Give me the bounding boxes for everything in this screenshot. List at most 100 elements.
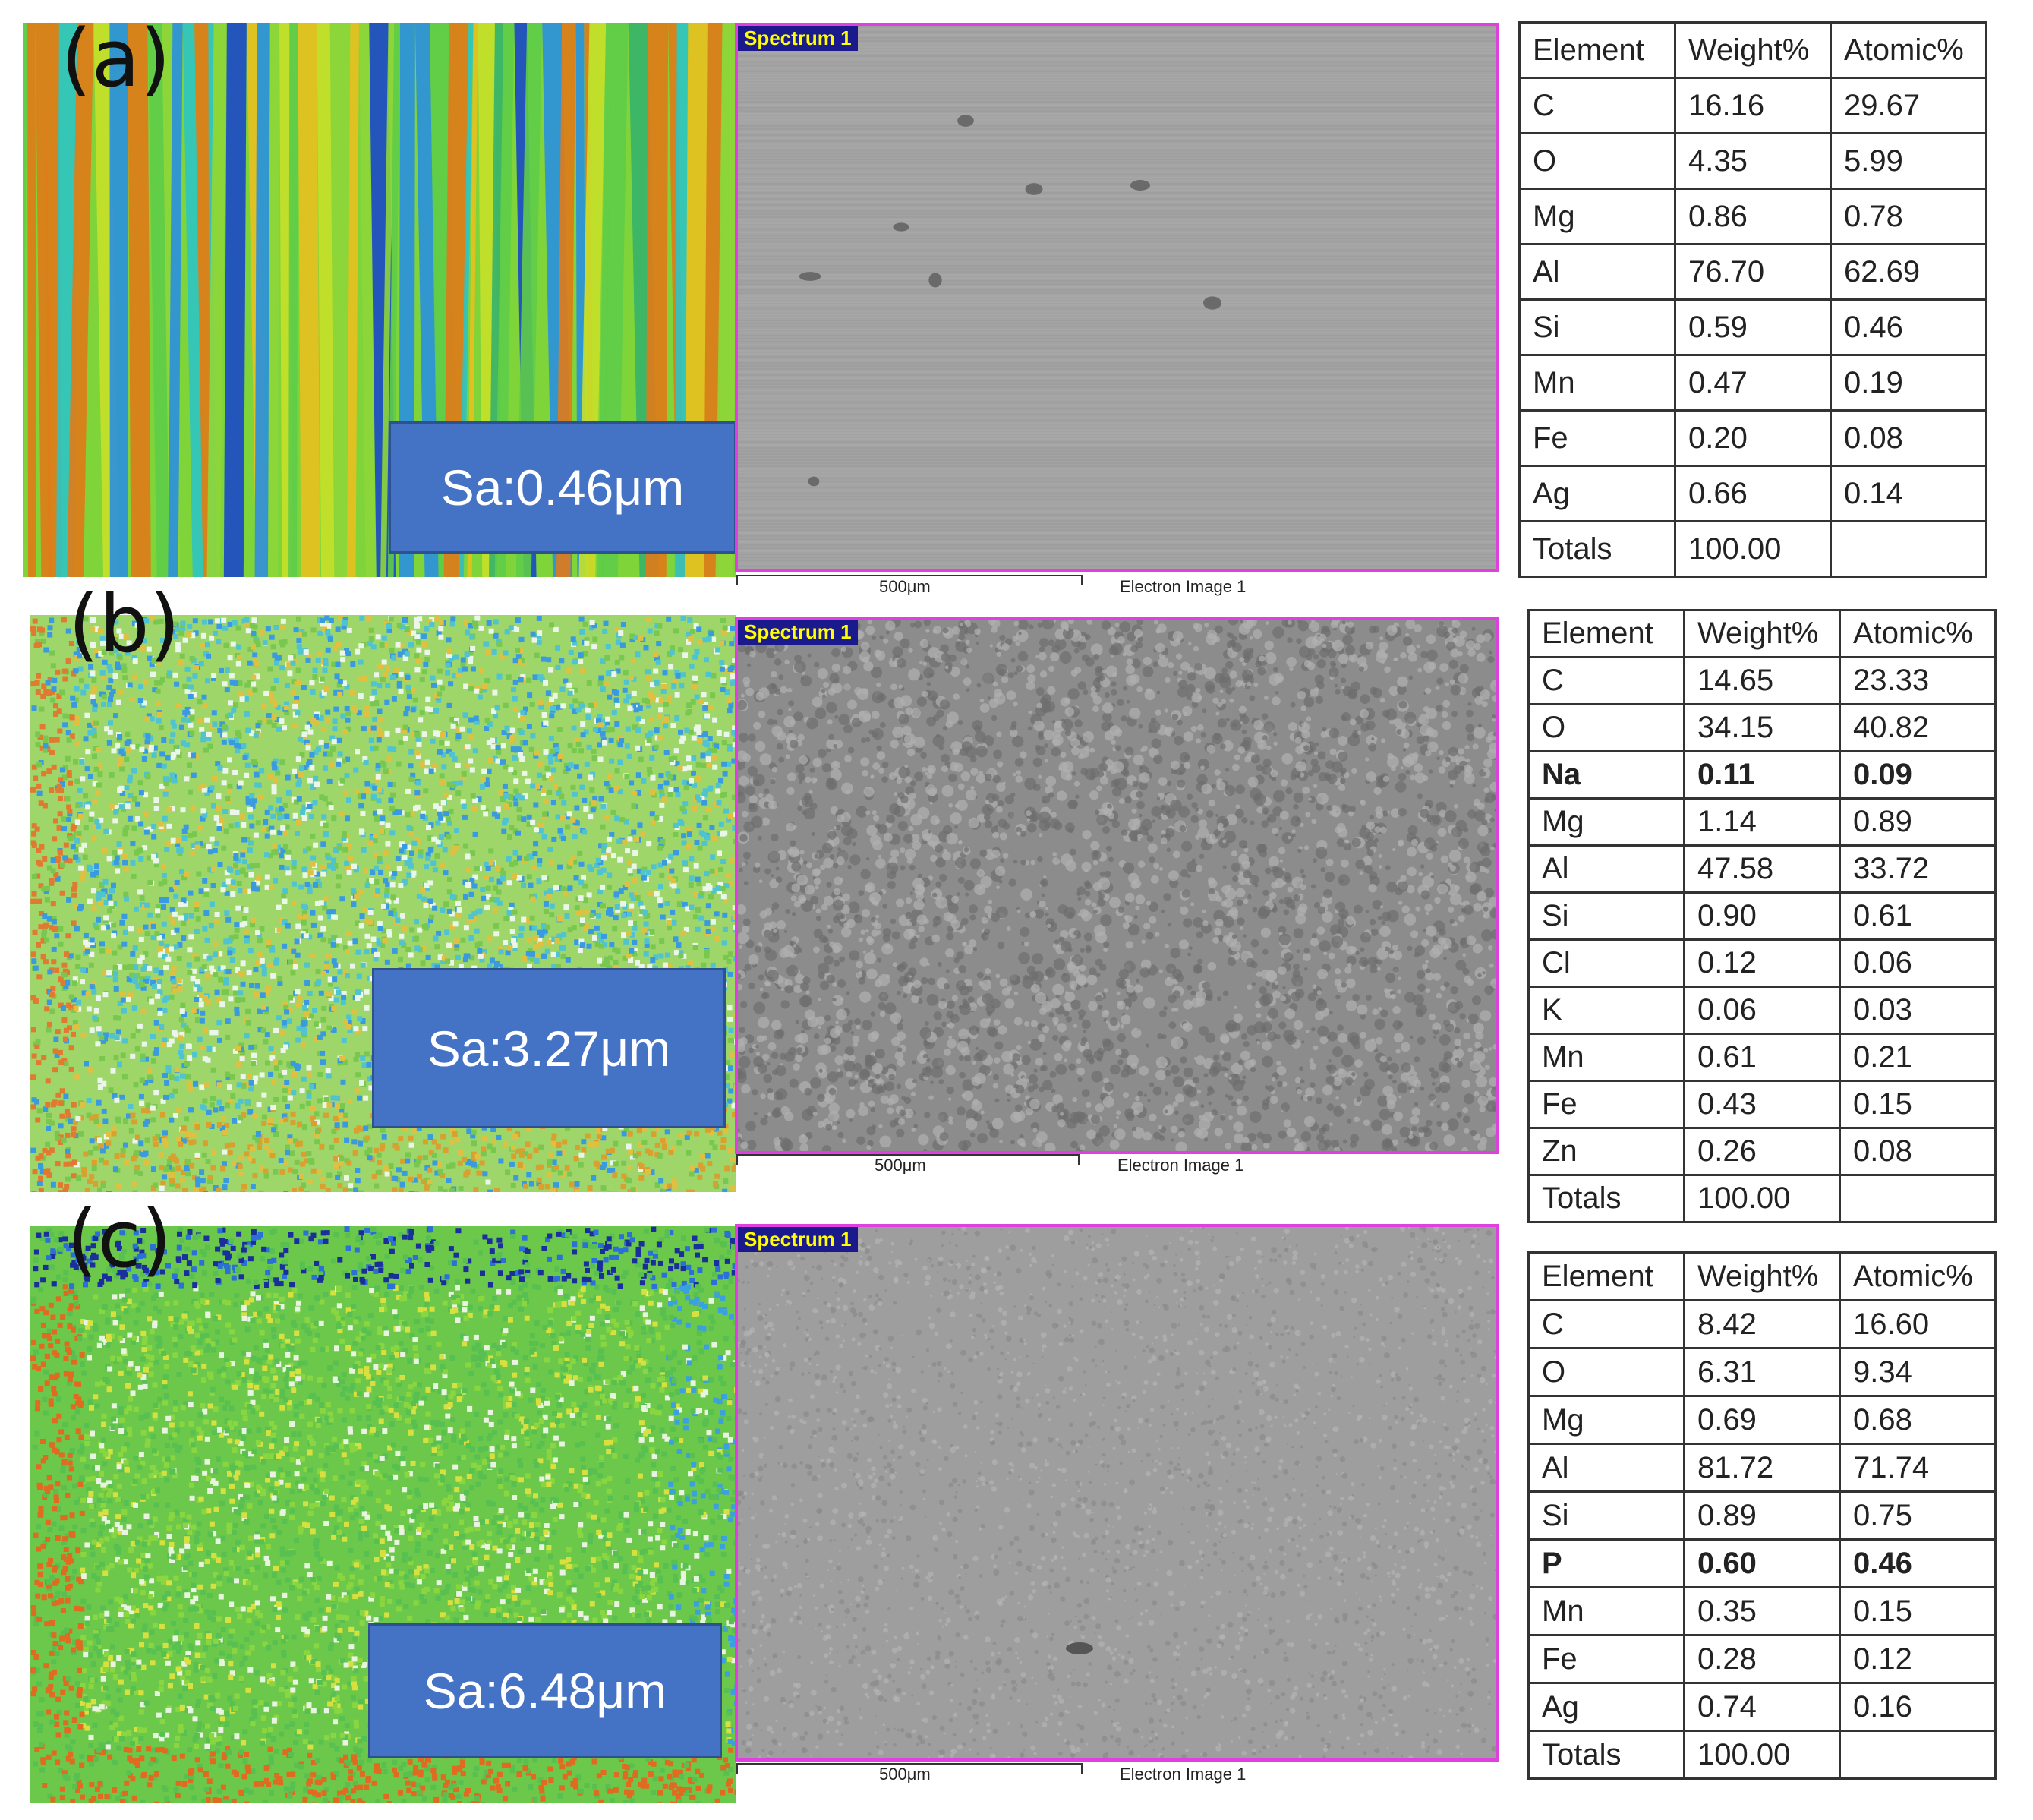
table-cell: 34.15 — [1683, 703, 1841, 752]
table-row: C 14.65 23.33 — [1527, 656, 1997, 705]
table-cell: 0.68 — [1839, 1395, 1997, 1445]
table-row: Si 0.90 0.61 — [1527, 891, 1997, 941]
table-cell: Si — [1527, 891, 1685, 941]
table-cell: 100.00 — [1683, 1174, 1841, 1223]
table-cell: 0.86 — [1674, 188, 1832, 245]
table-header-cell: Element — [1518, 21, 1676, 79]
table-cell: 81.72 — [1683, 1443, 1841, 1493]
table-cell: 0.06 — [1683, 986, 1841, 1035]
table-cell: 0.16 — [1839, 1682, 1997, 1732]
table-cell: 0.61 — [1683, 1033, 1841, 1082]
table-row: Al 81.72 71.74 — [1527, 1443, 1997, 1493]
table-row: Ag 0.74 0.16 — [1527, 1682, 1997, 1732]
eds-table: Element Weight% Atomic% C 16.16 29.67 O 4.35 5.9… — [1518, 21, 1987, 578]
scale-bar — [736, 1154, 1080, 1165]
table-cell: Si — [1527, 1490, 1685, 1541]
table-cell: 9.34 — [1839, 1347, 1997, 1397]
table-cell: Totals — [1527, 1174, 1685, 1223]
table-row: K 0.06 0.03 — [1527, 986, 1997, 1035]
table-header-cell: Atomic% — [1839, 609, 1997, 658]
table-cell: Mg — [1527, 1395, 1685, 1445]
table-cell: Fe — [1527, 1080, 1685, 1129]
sem-texture-a — [738, 26, 1496, 567]
scale-bar-label: 500μm — [875, 1156, 926, 1175]
table-cell: Totals — [1518, 520, 1676, 578]
table-cell: Fe — [1518, 409, 1676, 467]
spectrum-tag: Spectrum 1 — [738, 26, 858, 51]
table-row: P 0.60 0.46 — [1527, 1538, 1997, 1588]
table-cell: Na — [1527, 750, 1685, 800]
table-cell: 0.59 — [1674, 298, 1832, 356]
table-row: O 6.31 9.34 — [1527, 1347, 1997, 1397]
scale-bar-label: 500μm — [879, 577, 931, 596]
eds-table: Element Weight% Atomic% C 8.42 16.60 O 6.31 9.34… — [1527, 1251, 1997, 1780]
table-cell: 16.16 — [1674, 77, 1832, 134]
table-cell: 5.99 — [1830, 132, 1987, 190]
table-cell: 0.35 — [1683, 1586, 1841, 1636]
table-cell: 0.47 — [1674, 354, 1832, 412]
table-cell: Al — [1527, 1443, 1685, 1493]
table-header-cell: Atomic% — [1830, 21, 1987, 79]
electron-image-label: Electron Image 1 — [1120, 1765, 1247, 1784]
table-cell: Cl — [1527, 938, 1685, 988]
table-cell: 0.21 — [1839, 1033, 1997, 1082]
table-cell: 0.14 — [1830, 465, 1987, 522]
spectrum-tag: Spectrum 1 — [738, 1227, 858, 1252]
table-cell: Zn — [1527, 1127, 1685, 1176]
table-row: Totals 100.00 — [1527, 1174, 1997, 1223]
table-cell: 0.78 — [1830, 188, 1987, 245]
table-row: Totals 100.00 — [1527, 1730, 1997, 1780]
table-row: C 8.42 16.60 — [1527, 1299, 1997, 1349]
table-cell: 0.46 — [1839, 1538, 1997, 1588]
table-cell: 100.00 — [1683, 1730, 1841, 1780]
table-row: Mn 0.35 0.15 — [1527, 1586, 1997, 1636]
panel-label: (a) — [61, 12, 171, 105]
table-cell: 0.08 — [1839, 1127, 1997, 1176]
scale-bar-label: 500μm — [879, 1765, 931, 1784]
table-row: Na 0.11 0.09 — [1527, 750, 1997, 800]
scale-bar — [736, 575, 1083, 585]
table-cell: 0.19 — [1830, 354, 1987, 412]
table-row: Fe 0.28 0.12 — [1527, 1634, 1997, 1684]
table-cell: 0.20 — [1674, 409, 1832, 467]
table-cell: 0.46 — [1830, 298, 1987, 356]
table-row: Totals 100.00 — [1518, 520, 1987, 578]
table-cell: 8.42 — [1683, 1299, 1841, 1349]
table-cell: 0.12 — [1839, 1634, 1997, 1684]
table-cell: 14.65 — [1683, 656, 1841, 705]
table-cell — [1839, 1174, 1997, 1223]
table-cell: Al — [1518, 243, 1676, 301]
table-header-cell: Atomic% — [1839, 1251, 1997, 1301]
table-cell: 0.66 — [1674, 465, 1832, 522]
sem-image: Spectrum 1 — [735, 23, 1499, 572]
table-header-row: Element Weight% Atomic% — [1518, 21, 1987, 79]
table-row: Mg 1.14 0.89 — [1527, 797, 1997, 847]
table-cell: 0.26 — [1683, 1127, 1841, 1176]
table-header-cell: Element — [1527, 1251, 1685, 1301]
table-cell: K — [1527, 986, 1685, 1035]
table-cell: Mn — [1527, 1586, 1685, 1636]
table-row: Cl 0.12 0.06 — [1527, 938, 1997, 988]
spectrum-tag: Spectrum 1 — [738, 620, 858, 645]
table-cell: 0.89 — [1683, 1490, 1841, 1541]
table-row: Fe 0.43 0.15 — [1527, 1080, 1997, 1129]
topography-stripes-a — [23, 23, 736, 577]
table-cell: 0.61 — [1839, 891, 1997, 941]
table-cell: Mg — [1527, 797, 1685, 847]
table-cell: 29.67 — [1830, 77, 1987, 134]
table-cell: Mg — [1518, 188, 1676, 245]
table-header-cell: Weight% — [1674, 21, 1832, 79]
table-cell: 76.70 — [1674, 243, 1832, 301]
table-row: Mg 0.69 0.68 — [1527, 1395, 1997, 1445]
table-cell: Si — [1518, 298, 1676, 356]
sem-image: Spectrum 1 — [735, 617, 1499, 1154]
table-header-row: Element Weight% Atomic% — [1527, 609, 1997, 658]
table-cell: C — [1527, 656, 1685, 705]
roughness-label: Sa:0.46μm — [389, 421, 736, 554]
table-row: Zn 0.26 0.08 — [1527, 1127, 1997, 1176]
table-cell: 0.74 — [1683, 1682, 1841, 1732]
table-row: Fe 0.20 0.08 — [1518, 409, 1987, 467]
table-row: Al 47.58 33.72 — [1527, 844, 1997, 894]
table-cell: O — [1518, 132, 1676, 190]
table-cell: 0.69 — [1683, 1395, 1841, 1445]
